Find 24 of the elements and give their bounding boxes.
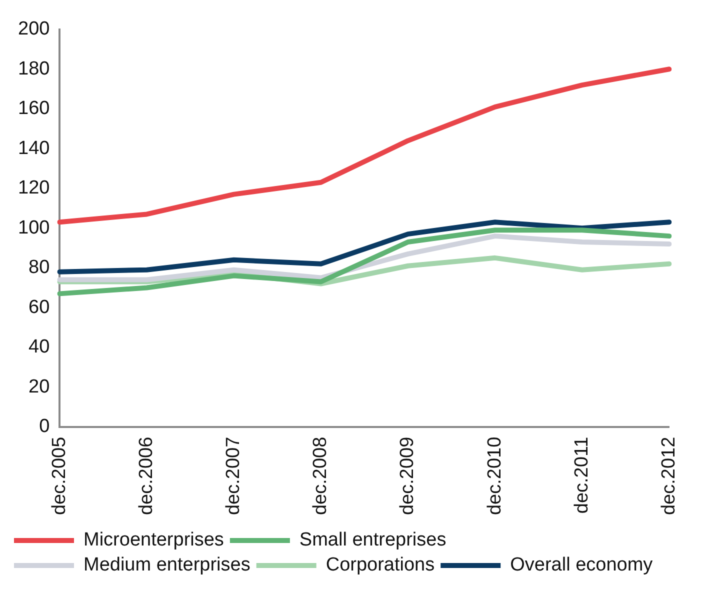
x-tick-label: dec.2005: [48, 436, 70, 516]
y-tick-label: 100: [18, 217, 50, 238]
y-tick-label: 160: [18, 98, 50, 120]
x-tick-label: dec.2010: [484, 436, 506, 516]
y-tick-label: 60: [28, 296, 50, 318]
y-tick-label: 120: [18, 178, 50, 199]
x-tick-label: dec.2011: [571, 436, 592, 514]
y-tick-label: 180: [18, 58, 50, 80]
y-tick-label: 200: [18, 18, 50, 40]
x-tick-label: dec.2009: [397, 436, 418, 516]
legend-label: Corporations: [326, 554, 435, 576]
y-tick-label: 80: [28, 257, 50, 278]
x-tick-label: dec.2007: [223, 436, 244, 516]
x-tick-label: dec.2008: [310, 436, 332, 516]
y-tick-label: 140: [18, 138, 50, 159]
y-tick-label: 40: [28, 336, 50, 358]
y-tick-label: 0: [39, 416, 50, 438]
legend-label: Microenterprises: [84, 530, 224, 551]
x-tick-label: dec.2006: [136, 436, 158, 516]
x-tick-label: dec.2012: [658, 436, 680, 516]
legend-label: Small entreprises: [299, 530, 446, 551]
legend-label: Overall economy: [510, 554, 654, 576]
y-tick-label: 20: [28, 376, 50, 398]
legend-label: Medium enterprises: [84, 554, 250, 576]
